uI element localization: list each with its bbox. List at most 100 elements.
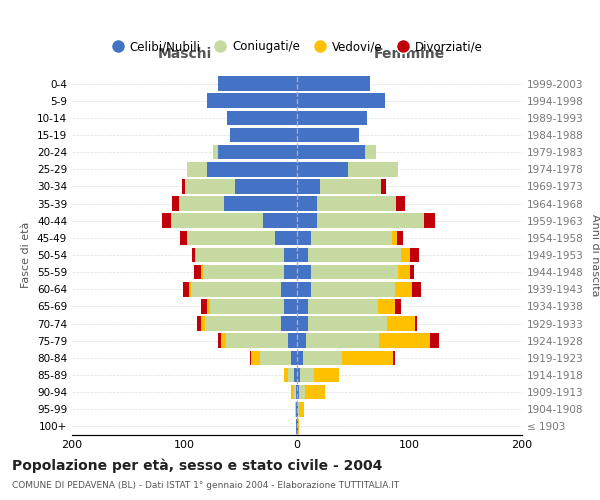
Bar [182, 179, 185, 194]
Bar [207, 94, 297, 108]
Bar [211, 299, 284, 314]
Bar [193, 265, 202, 280]
Bar [297, 94, 385, 108]
Text: Popolazione per età, sesso e stato civile - 2004: Popolazione per età, sesso e stato civil… [12, 458, 382, 473]
Bar [317, 214, 424, 228]
Bar [297, 248, 308, 262]
Bar [298, 402, 299, 416]
Y-axis label: Fasce di età: Fasce di età [22, 222, 31, 288]
Bar [207, 299, 211, 314]
Bar [365, 145, 376, 160]
Bar [172, 196, 179, 211]
Bar [297, 230, 311, 245]
Bar [275, 230, 297, 245]
Bar [224, 196, 297, 211]
Bar [202, 316, 205, 331]
Bar [297, 128, 359, 142]
Bar [296, 419, 297, 434]
Bar [299, 385, 305, 400]
Bar [392, 350, 395, 365]
Bar [184, 282, 189, 296]
Bar [293, 385, 296, 400]
Bar [202, 265, 203, 280]
Bar [430, 334, 439, 348]
Bar [297, 334, 306, 348]
Bar [193, 248, 194, 262]
Bar [342, 350, 392, 365]
Bar [180, 230, 187, 245]
Bar [378, 299, 395, 314]
Text: Maschi: Maschi [157, 48, 212, 62]
Bar [207, 162, 297, 176]
Bar [308, 248, 401, 262]
Bar [297, 385, 299, 400]
Bar [297, 162, 347, 176]
Bar [187, 230, 275, 245]
Bar [306, 334, 379, 348]
Bar [281, 316, 297, 331]
Bar [297, 282, 311, 296]
Bar [308, 316, 387, 331]
Bar [415, 316, 418, 331]
Bar [401, 248, 409, 262]
Bar [296, 385, 297, 400]
Bar [179, 196, 224, 211]
Bar [293, 368, 297, 382]
Bar [305, 385, 325, 400]
Bar [297, 196, 317, 211]
Bar [395, 282, 412, 296]
Bar [317, 196, 396, 211]
Bar [298, 419, 299, 434]
Bar [288, 334, 297, 348]
Bar [301, 368, 314, 382]
Text: COMUNE DI PEDAVENA (BL) - Dati ISTAT 1° gennaio 2004 - Elaborazione TUTTITALIA.I: COMUNE DI PEDAVENA (BL) - Dati ISTAT 1° … [12, 480, 399, 490]
Bar [191, 282, 281, 296]
Bar [218, 76, 297, 91]
Bar [194, 248, 196, 262]
Bar [302, 350, 342, 365]
Bar [297, 265, 311, 280]
Bar [299, 402, 304, 416]
Bar [308, 299, 378, 314]
Bar [226, 334, 288, 348]
Y-axis label: Anni di nascita: Anni di nascita [590, 214, 600, 296]
Bar [397, 230, 403, 245]
Bar [196, 248, 284, 262]
Bar [260, 350, 292, 365]
Bar [297, 110, 367, 125]
Bar [297, 419, 298, 434]
Bar [292, 350, 297, 365]
Bar [396, 196, 405, 211]
Bar [202, 299, 207, 314]
Bar [297, 76, 370, 91]
Bar [218, 145, 297, 160]
Bar [263, 214, 297, 228]
Bar [392, 230, 397, 245]
Bar [412, 282, 421, 296]
Bar [297, 299, 308, 314]
Bar [387, 316, 415, 331]
Bar [297, 214, 317, 228]
Bar [314, 368, 338, 382]
Bar [297, 368, 301, 382]
Bar [227, 110, 297, 125]
Bar [284, 368, 288, 382]
Bar [382, 179, 386, 194]
Bar [218, 334, 221, 348]
Bar [187, 162, 207, 176]
Bar [311, 282, 395, 296]
Bar [424, 214, 436, 228]
Bar [288, 368, 293, 382]
Bar [235, 179, 297, 194]
Bar [347, 162, 398, 176]
Bar [284, 265, 297, 280]
Bar [297, 179, 320, 194]
Bar [297, 402, 298, 416]
Bar [297, 350, 302, 365]
Bar [185, 179, 235, 194]
Bar [295, 402, 296, 416]
Bar [311, 265, 398, 280]
Bar [250, 350, 251, 365]
Bar [284, 299, 297, 314]
Bar [281, 282, 297, 296]
